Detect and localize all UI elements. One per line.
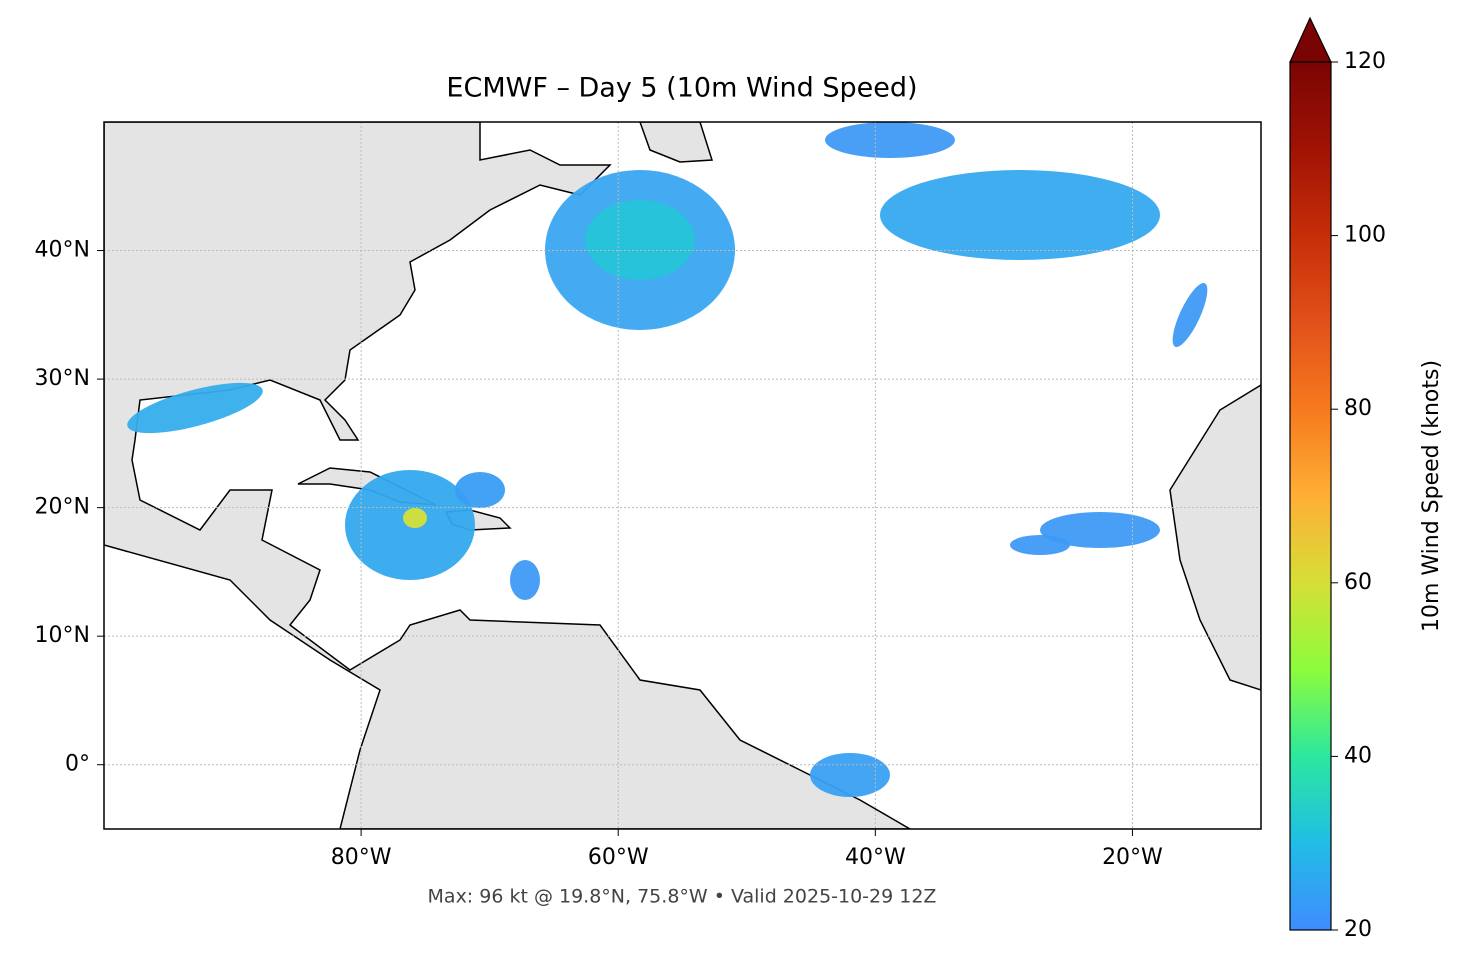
x-tick-label: 20°W (1102, 845, 1163, 870)
map-subtitle: Max: 96 kt @ 19.8°N, 75.8°W • Valid 2025… (428, 886, 937, 908)
grid (104, 122, 1261, 829)
wind-field (810, 753, 890, 797)
colorbar-tick-label: 20 (1344, 917, 1372, 942)
y-tick-label: 10°N (35, 623, 90, 648)
colorbar-tick-label: 40 (1344, 743, 1372, 768)
colorbar-label: 10m Wind Speed (knots) (1419, 360, 1444, 632)
map-title: ECMWF – Day 5 (10m Wind Speed) (446, 73, 917, 104)
y-tick-label: 20°N (35, 495, 90, 520)
colorbar-tick-label: 120 (1344, 49, 1386, 74)
wind-field (825, 122, 955, 158)
x-tick-label: 40°W (845, 845, 906, 870)
africa (1169, 384, 1261, 691)
x-tick-label: 80°W (331, 845, 392, 870)
colorbar-tick-label: 100 (1344, 223, 1386, 248)
wind-field (403, 508, 427, 528)
colorbar-tick-label: 80 (1344, 396, 1372, 421)
wind-field (880, 170, 1160, 260)
colorbar-tick-label: 60 (1344, 570, 1372, 595)
wind-field (1010, 535, 1070, 555)
y-tick-label: 30°N (35, 366, 90, 391)
map-frame (103, 121, 1262, 830)
colorbar-extend (1289, 16, 1332, 63)
wind-field (1040, 512, 1160, 548)
wind-field (455, 472, 505, 508)
x-tick-label: 60°W (588, 845, 649, 870)
y-tick-label: 40°N (35, 238, 90, 263)
wind-field (1172, 282, 1208, 348)
wind-field (585, 200, 695, 280)
map-area (104, 122, 1261, 829)
y-tick-label: 0° (65, 752, 90, 777)
wind-field (127, 382, 263, 434)
newfoundland (639, 122, 714, 163)
colorbar (1289, 61, 1332, 931)
americas (104, 122, 912, 829)
wind-field (510, 560, 540, 600)
